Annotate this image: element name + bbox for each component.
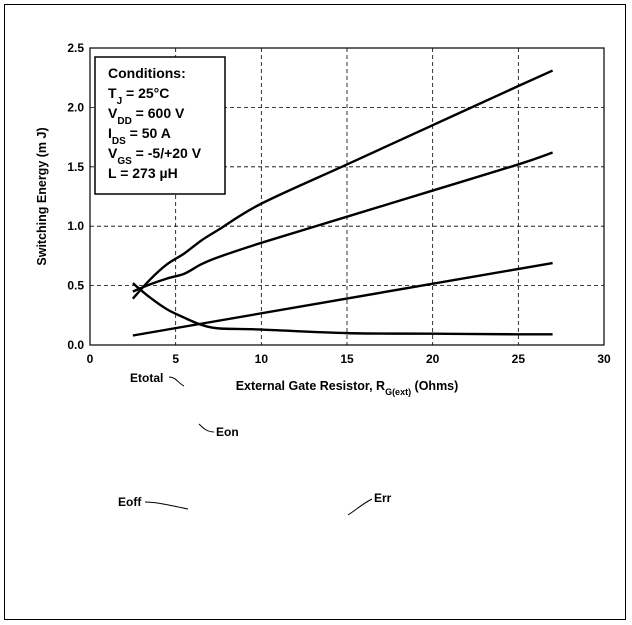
condition-tj: TJ = 25°C [108, 85, 169, 107]
leader-line-eon [198, 423, 215, 433]
condition-ids: IDS = 50 A [108, 125, 171, 147]
y-tick-label: 0.5 [67, 279, 84, 293]
x-tick-label: 15 [340, 352, 354, 366]
series-label-etotal: Etotal [130, 371, 163, 385]
y-tick-label: 2.5 [67, 41, 84, 55]
x-tick-label: 25 [512, 352, 526, 366]
condition-inductance: L = 273 µH [108, 165, 178, 181]
leader-line-eoff [144, 501, 189, 510]
y-axis-title: Switching Energy (m J) [35, 127, 49, 265]
x-tick-label: 10 [255, 352, 269, 366]
condition-vgs: VGS = -5/+20 V [108, 145, 202, 167]
conditions-box: Conditions: TJ = 25°C VDD = 600 V IDS = … [94, 56, 226, 195]
series-line-etotal [131, 69, 554, 300]
leader-line-etotal [168, 376, 185, 387]
y-tick-label: 0.0 [67, 338, 84, 352]
y-tick-label: 1.0 [67, 219, 84, 233]
leader-line-err [347, 498, 373, 516]
series-line-eoff [132, 282, 553, 336]
label-layer: Etotal Eon Eoff Err [118, 371, 392, 516]
series-label-eoff: Eoff [118, 495, 142, 509]
series-line-eon [132, 151, 553, 293]
x-tick-label: 0 [87, 352, 94, 366]
series-label-eon: Eon [216, 425, 239, 439]
conditions-heading: Conditions: [108, 65, 186, 81]
x-tick-label: 20 [426, 352, 440, 366]
x-tick-label: 5 [172, 352, 179, 366]
series-line-err [132, 261, 553, 337]
y-tick-label: 2.0 [67, 100, 84, 114]
x-axis-title: External Gate Resistor, RG(ext) (Ohms) [236, 379, 459, 397]
condition-vdd: VDD = 600 V [108, 105, 185, 127]
series-label-err: Err [374, 491, 392, 505]
series-layer [131, 69, 554, 337]
x-tick-label: 30 [597, 352, 611, 366]
y-tick-label: 1.5 [67, 160, 84, 174]
plot-area-border [89, 47, 605, 346]
tick-layer: 0 5 10 15 20 25 30 0.0 0.5 1.0 1.5 2.0 2.5 [67, 41, 611, 366]
